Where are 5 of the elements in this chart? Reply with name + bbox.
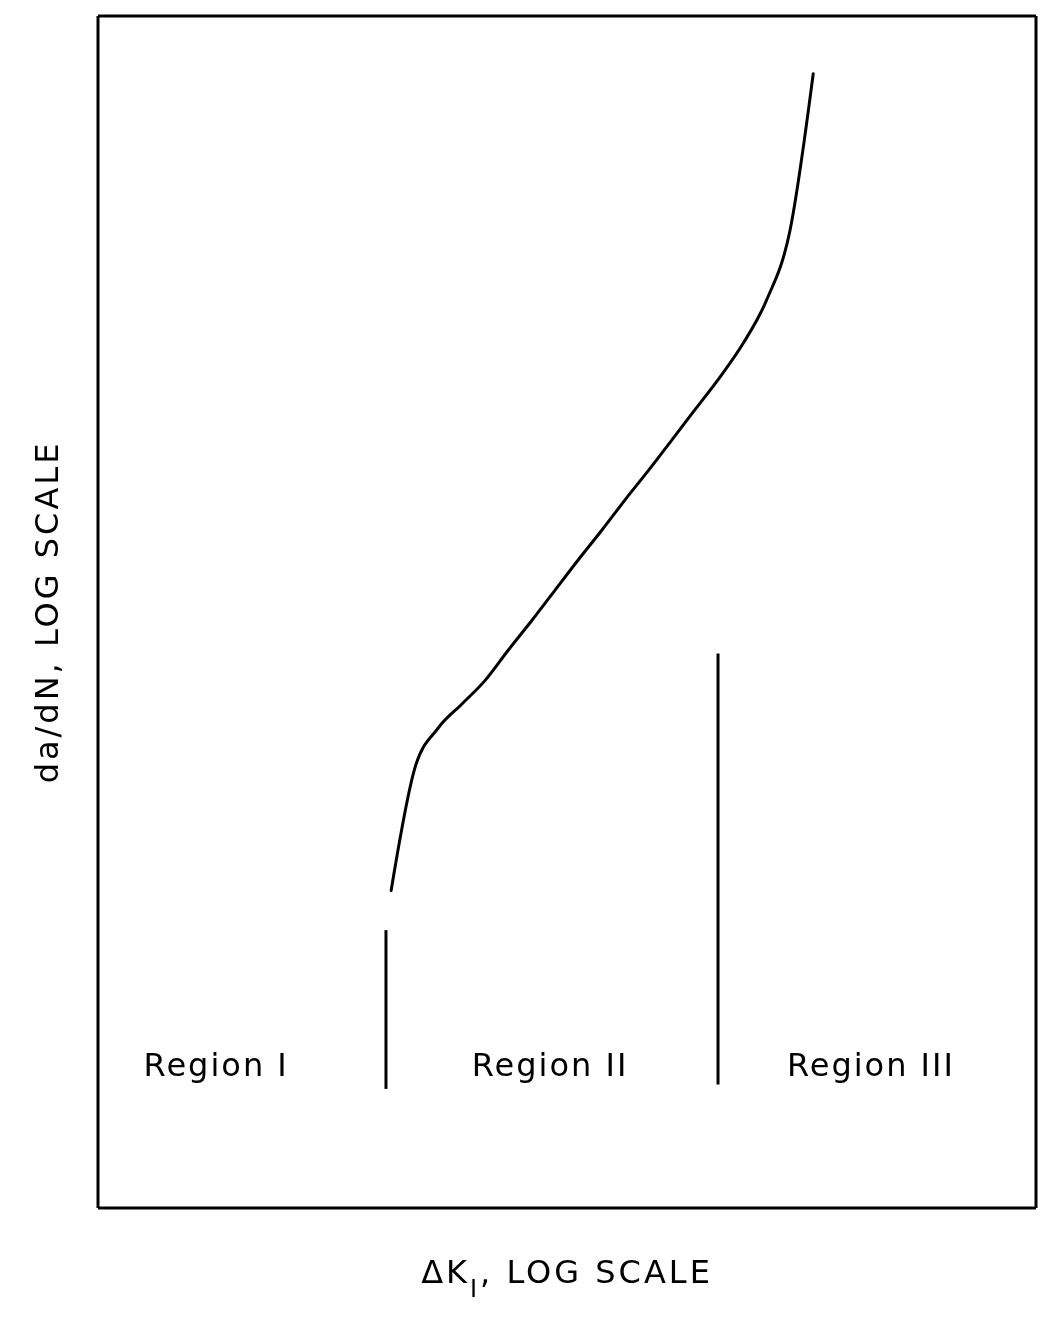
annotation: Region II [471, 1046, 629, 1085]
y-axis-title: da/dN, LOG SCALE [28, 440, 66, 784]
annotation: Region I [143, 1046, 289, 1085]
annotation: Region III [786, 1046, 955, 1085]
x-axis-title: ΔK$_{I}$, LOG SCALE [421, 1253, 713, 1303]
